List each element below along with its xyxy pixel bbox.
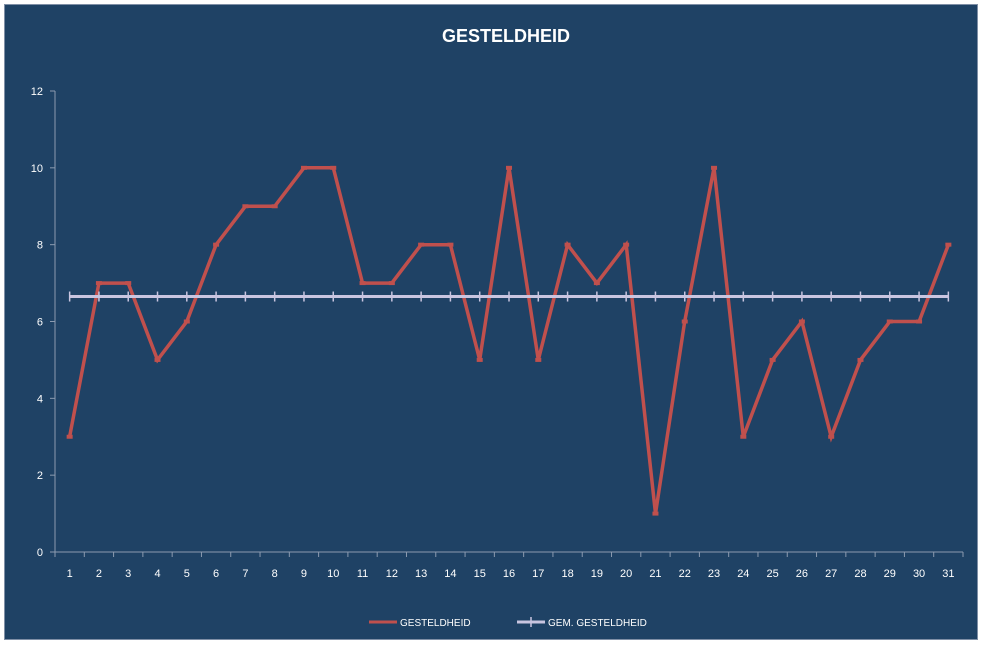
data-point: [828, 434, 835, 439]
y-tick-label: 12: [31, 86, 43, 98]
data-point: [711, 165, 718, 170]
data-point: [740, 434, 747, 439]
series-1: [68, 291, 950, 302]
x-tick-label: 4: [154, 568, 160, 580]
data-point: [66, 434, 73, 439]
chart-title: GESTELDHEID: [442, 26, 570, 46]
data-point: [183, 319, 190, 324]
data-point: [359, 281, 366, 286]
x-tick-label: 29: [884, 568, 896, 580]
data-point: [769, 357, 776, 362]
data-point: [857, 357, 864, 362]
data-point: [330, 165, 337, 170]
y-tick-label: 10: [31, 163, 43, 175]
data-point: [506, 165, 512, 170]
data-point: [213, 242, 220, 247]
data-point: [242, 204, 249, 209]
x-tick-label: 31: [942, 568, 954, 580]
x-tick-label: 15: [474, 568, 486, 580]
data-point: [476, 357, 483, 362]
x-tick-label: 21: [649, 568, 661, 580]
y-axis-ticks: 0 2 4 6 8 10 12: [31, 86, 55, 559]
x-tick-label: 10: [327, 568, 339, 580]
data-point: [125, 281, 132, 286]
x-tick-label: 6: [213, 568, 219, 580]
legend: GESTELDHEID GEM. GESTELDHEID: [369, 617, 647, 629]
x-tick-label: 22: [679, 568, 691, 580]
data-point: [95, 281, 102, 286]
x-axis-ticks: 1 2 3 4 5 6 7 8 9 10 11 12 13 14 15 16 17 18 19 20 21 22 23 24 2…: [54, 552, 964, 580]
x-tick-label: 28: [854, 568, 866, 580]
y-tick-label: 2: [37, 470, 43, 482]
data-point: [154, 357, 161, 362]
x-tick-label: 24: [737, 568, 749, 580]
chart-frame: GESTELDHEID 0 2 4 6 8 10 12 1 2 3 4 5 6 7 8 9 10 11 12 13 1…: [4, 4, 978, 640]
x-tick-label: 2: [96, 568, 102, 580]
x-tick-label: 26: [796, 568, 808, 580]
data-point: [564, 242, 571, 247]
data-point: [300, 165, 307, 170]
x-tick-label: 11: [357, 568, 368, 580]
data-point: [593, 281, 600, 286]
x-tick-label: 25: [766, 568, 778, 580]
x-tick-label: 18: [561, 568, 573, 580]
data-point: [418, 242, 425, 247]
y-tick-label: 0: [37, 547, 43, 559]
x-tick-label: 13: [415, 568, 427, 580]
x-tick-label: 12: [386, 568, 398, 580]
x-tick-label: 23: [708, 568, 720, 580]
data-point: [945, 242, 952, 247]
data-point: [886, 319, 893, 324]
x-tick-label: 7: [242, 568, 248, 580]
series-line: [67, 166, 951, 514]
y-tick-label: 4: [37, 393, 43, 405]
x-tick-label: 20: [620, 568, 632, 580]
x-tick-label: 8: [272, 568, 278, 580]
x-tick-label: 27: [825, 568, 837, 580]
y-tick-label: 8: [37, 240, 43, 252]
data-point: [681, 319, 688, 324]
data-point: [535, 357, 542, 362]
data-point: [388, 281, 395, 286]
data-point: [916, 319, 923, 324]
x-tick-label: 3: [125, 568, 131, 580]
legend-label: GESTELDHEID: [400, 618, 471, 629]
legend-item: GEM. GESTELDHEID: [517, 617, 647, 629]
data-point: [623, 242, 630, 247]
data-point: [447, 242, 454, 247]
data-point: [652, 511, 659, 516]
axes: [54, 91, 963, 553]
x-tick-label: 16: [503, 568, 515, 580]
x-tick-label: 14: [444, 568, 456, 580]
legend-label: GEM. GESTELDHEID: [548, 618, 647, 629]
y-tick-label: 6: [37, 317, 43, 329]
x-tick-label: 19: [591, 568, 603, 580]
x-tick-label: 1: [67, 568, 73, 580]
legend-item: GESTELDHEID: [369, 618, 471, 629]
series-0: [66, 165, 952, 516]
data-point: [271, 204, 278, 209]
x-tick-label: 17: [532, 568, 544, 580]
series-layer: [66, 165, 952, 516]
x-tick-label: 9: [301, 568, 307, 580]
x-tick-label: 30: [913, 568, 925, 580]
data-point: [798, 319, 805, 324]
x-tick-label: 5: [184, 568, 190, 580]
